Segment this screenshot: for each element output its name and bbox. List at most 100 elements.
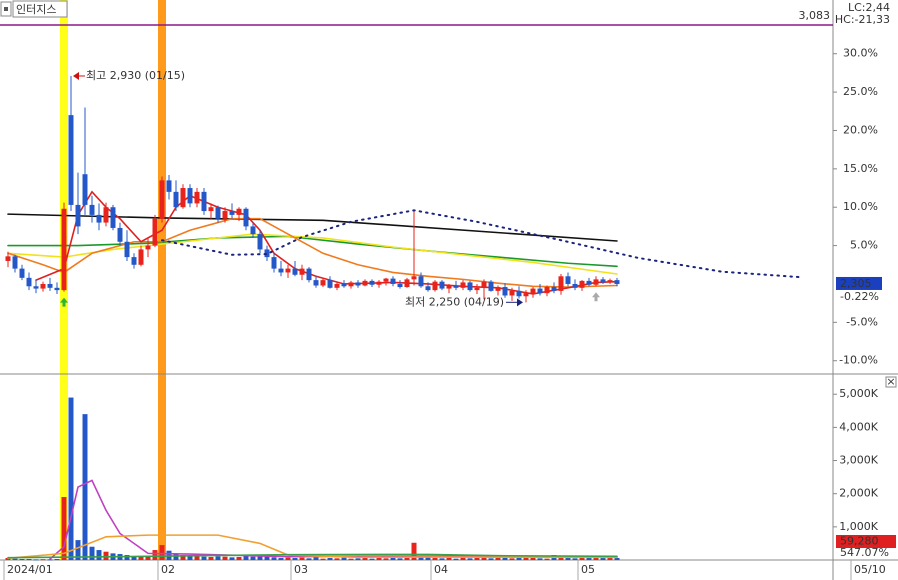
candle-body <box>278 268 284 273</box>
candle-body <box>495 287 501 291</box>
volume-bar <box>537 558 543 560</box>
candle-body <box>376 281 382 285</box>
volume-bar <box>516 557 522 560</box>
volume-bar <box>509 558 515 560</box>
candle-body <box>593 279 599 285</box>
candle-body <box>131 257 137 265</box>
candle-body <box>208 207 214 212</box>
moving-average-line <box>161 209 800 279</box>
volume-bar <box>229 557 235 560</box>
volume-bar <box>264 555 270 560</box>
x-tick-label: 03 <box>294 563 308 576</box>
candle-body <box>61 208 67 291</box>
volume-bar <box>131 556 137 560</box>
candle-body <box>460 282 466 288</box>
volume-bar <box>411 542 417 560</box>
candle-body <box>40 283 46 289</box>
x-tick-label: 04 <box>434 563 448 576</box>
volume-bar <box>362 558 368 560</box>
volume-bar <box>530 557 536 560</box>
candle-body <box>229 211 235 215</box>
candle-body <box>285 268 291 273</box>
candle-body <box>488 281 494 291</box>
last-price-label: 2,305 <box>840 277 872 290</box>
candle-body <box>369 280 375 285</box>
candle-body <box>313 280 319 286</box>
volume-bar <box>250 556 256 560</box>
candle-body <box>117 227 123 242</box>
volume-bar <box>47 559 53 561</box>
x-tick-label: 02 <box>161 563 175 576</box>
volume-bar <box>404 558 410 560</box>
volume-bar <box>103 551 109 560</box>
volume-bar <box>460 557 466 560</box>
candle-body <box>89 204 95 215</box>
volume-bar <box>159 545 165 560</box>
candle-body <box>390 278 396 284</box>
candle-body <box>26 277 32 287</box>
volume-bar <box>26 559 32 561</box>
volume-bar <box>425 557 431 560</box>
candle-body <box>138 249 144 265</box>
y-tick-label: -10.0% <box>839 354 878 367</box>
candle-body <box>558 276 564 291</box>
volume-bar <box>369 558 375 560</box>
y-tick-label: 15.0% <box>843 162 878 175</box>
candle-body <box>264 249 270 258</box>
volume-bar <box>474 558 480 560</box>
candle-body <box>425 286 431 291</box>
volume-bar <box>383 558 389 560</box>
candle-body <box>166 180 172 192</box>
candle-body <box>418 276 424 287</box>
volume-bar <box>75 540 81 560</box>
candle-body <box>397 283 403 288</box>
volume-bar <box>439 558 445 560</box>
candle-body <box>341 283 347 287</box>
volume-bar <box>82 414 88 560</box>
candle-body <box>523 293 529 297</box>
signal-arrow <box>592 292 600 302</box>
y-tick-label: 10.0% <box>843 200 878 213</box>
volume-bar <box>299 557 305 560</box>
volume-bar <box>495 558 501 560</box>
candle-body <box>439 281 445 289</box>
volume-tick-label: 5,000K <box>839 387 878 400</box>
volume-bar <box>544 558 550 560</box>
volume-bar <box>467 558 473 560</box>
candle-body <box>222 211 228 219</box>
volume-bar <box>453 558 459 560</box>
volume-bar <box>285 557 291 560</box>
candle-body <box>124 241 130 258</box>
volume-bar <box>33 559 39 561</box>
last-volume-label: 59,280 <box>840 535 879 548</box>
close-panel-button[interactable] <box>885 376 897 388</box>
candle-body <box>145 245 151 250</box>
candle-body <box>467 282 473 291</box>
candle-body <box>173 191 179 208</box>
y-tick-label: 25.0% <box>843 85 878 98</box>
y-tick-label: -5.0% <box>846 315 878 328</box>
moving-average-line <box>7 217 618 288</box>
candle-body <box>243 208 249 227</box>
menu-icon-dot <box>4 7 8 11</box>
volume-bar <box>145 556 151 560</box>
candle-body <box>516 290 522 297</box>
candle-body <box>19 268 25 278</box>
candle-body <box>502 287 508 296</box>
volume-bar <box>523 558 529 560</box>
x-tick-label: 05 <box>581 563 595 576</box>
candle-body <box>33 286 39 289</box>
candle-body <box>159 180 165 219</box>
volume-bar <box>40 559 46 561</box>
volume-bar <box>187 555 193 560</box>
volume-ratio-label: 547.07% <box>840 546 889 559</box>
volume-bar <box>397 558 403 560</box>
volume-bar <box>12 558 18 560</box>
last-change-label: -0.22% <box>840 290 879 303</box>
volume-bar <box>89 546 95 560</box>
moving-average-line <box>7 233 618 275</box>
volume-bar <box>96 550 102 560</box>
volume-bar <box>558 557 564 560</box>
candle-body <box>96 214 102 223</box>
candle-body <box>446 285 452 289</box>
